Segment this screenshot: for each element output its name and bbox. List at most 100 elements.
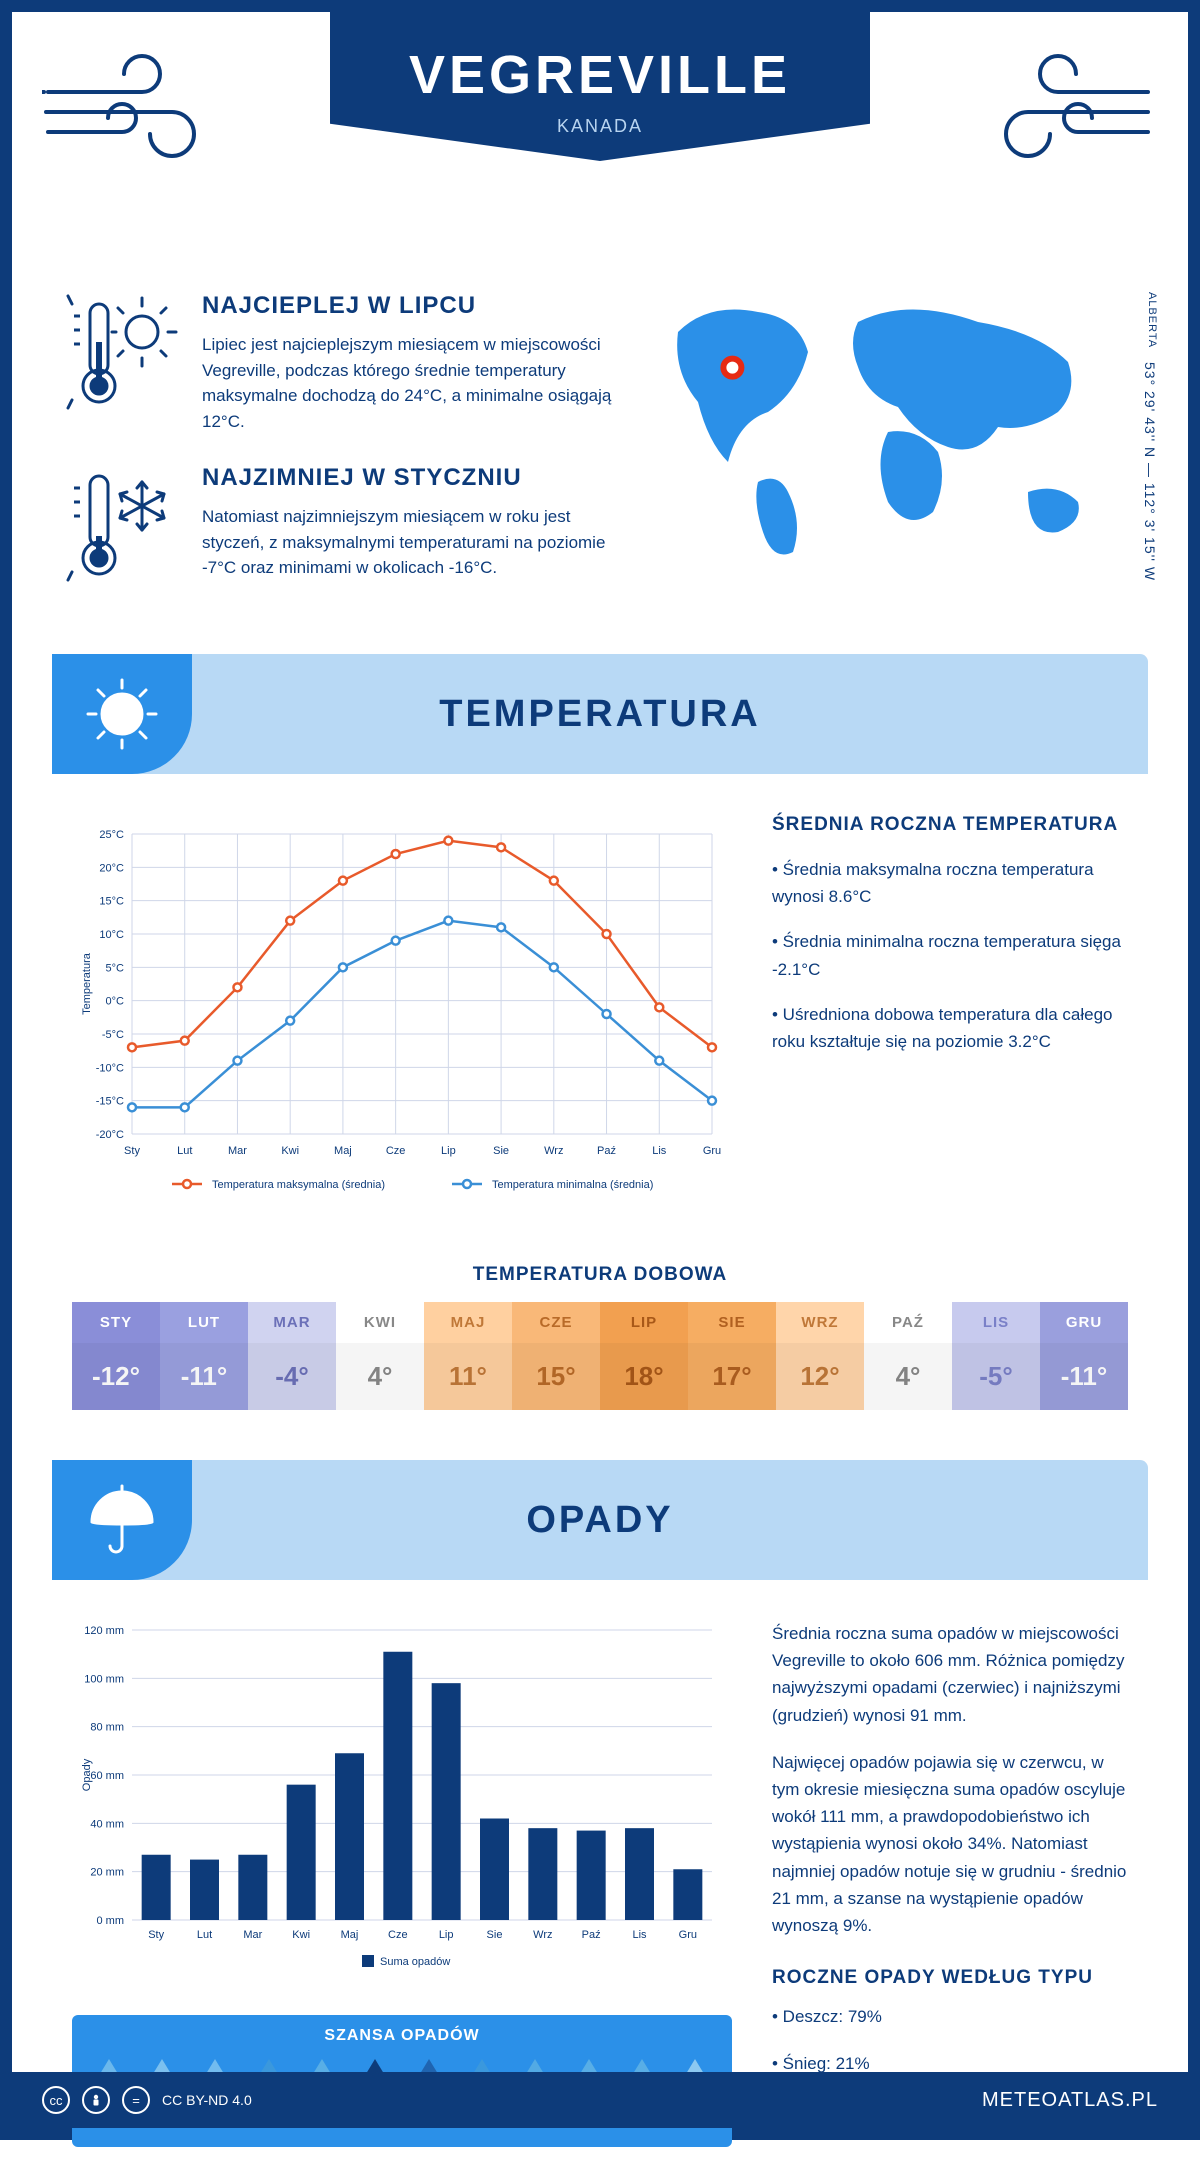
daily-temp-value: 4° <box>864 1343 952 1410</box>
annual-temp-bullet: • Średnia minimalna roczna temperatura s… <box>772 928 1128 982</box>
daily-month-label: MAR <box>248 1302 336 1343</box>
svg-text:100 mm: 100 mm <box>84 1673 124 1685</box>
wind-icon-left <box>42 52 222 172</box>
daily-month-label: GRU <box>1040 1302 1128 1343</box>
daily-temp-value: 15° <box>512 1343 600 1410</box>
svg-text:-10°C: -10°C <box>96 1062 124 1074</box>
facts-row: NAJCIEPLEJ W LIPCU Lipiec jest najcieple… <box>12 272 1188 654</box>
precip-bar-chart: 0 mm20 mm40 mm60 mm80 mm100 mm120 mmOpad… <box>72 1620 732 1980</box>
cc-icon: cc <box>42 2086 70 2114</box>
by-icon <box>82 2086 110 2114</box>
svg-text:Lip: Lip <box>441 1145 456 1157</box>
daily-month-label: SIE <box>688 1302 776 1343</box>
daily-temp-table: STY -12° LUT -11° MAR -4° KWI 4° MAJ 11°… <box>72 1302 1128 1410</box>
facts-column: NAJCIEPLEJ W LIPCU Lipiec jest najcieple… <box>62 292 658 614</box>
fact-warmest-title: NAJCIEPLEJ W LIPCU <box>202 292 618 320</box>
fact-coldest: NAJZIMNIEJ W STYCZNIU Natomiast najzimni… <box>62 464 618 584</box>
svg-text:-5°C: -5°C <box>102 1029 124 1041</box>
thermometer-cold-icon <box>62 464 182 584</box>
svg-text:-15°C: -15°C <box>96 1096 124 1108</box>
daily-temp-cell: GRU -11° <box>1040 1302 1128 1410</box>
annual-temp-title: ŚREDNIA ROCZNA TEMPERATURA <box>772 814 1128 836</box>
temperature-annual-text: ŚREDNIA ROCZNA TEMPERATURA • Średnia mak… <box>732 814 1128 1214</box>
svg-text:20°C: 20°C <box>99 862 124 874</box>
precip-para: Średnia roczna suma opadów w miejscowośc… <box>772 1620 1128 1729</box>
svg-text:Suma opadów: Suma opadów <box>380 1956 450 1968</box>
daily-temp-value: -12° <box>72 1343 160 1410</box>
precip-text-column: Średnia roczna suma opadów w miejscowośc… <box>732 1620 1128 2147</box>
svg-text:Wrz: Wrz <box>544 1145 563 1157</box>
chance-title: SZANSA OPADÓW <box>72 2027 732 2045</box>
daily-temp-cell: PAŹ 4° <box>864 1302 952 1410</box>
page-subtitle: KANADA <box>330 116 870 137</box>
temperature-section: -20°C -15°C -10°C -5°C 0°C 5°C 10°C 15°C 20°C 25°… <box>12 774 1188 1244</box>
svg-text:Maj: Maj <box>334 1145 352 1157</box>
map-marker <box>723 359 741 377</box>
annual-temp-bullet: • Uśredniona dobowa temperatura dla całe… <box>772 1001 1128 1055</box>
svg-text:Mar: Mar <box>228 1145 247 1157</box>
umbrella-icon <box>52 1460 192 1580</box>
svg-text:Cze: Cze <box>386 1145 406 1157</box>
daily-temp-cell: WRZ 12° <box>776 1302 864 1410</box>
footer: cc = CC BY-ND 4.0 METEOATLAS.PL <box>12 2072 1188 2128</box>
fact-warmest-text: Lipiec jest najcieplejszym miesiącem w m… <box>202 332 618 434</box>
fact-coldest-title: NAJZIMNIEJ W STYCZNIU <box>202 464 618 492</box>
site-label: METEOATLAS.PL <box>982 2089 1158 2112</box>
daily-month-label: PAŹ <box>864 1302 952 1343</box>
svg-text:10°C: 10°C <box>99 929 124 941</box>
svg-text:Sty: Sty <box>124 1145 140 1157</box>
daily-month-label: KWI <box>336 1302 424 1343</box>
svg-text:Gru: Gru <box>679 1929 697 1941</box>
svg-text:Lut: Lut <box>197 1929 212 1941</box>
thermometer-hot-icon <box>62 292 182 412</box>
precip-by-type-item: • Deszcz: 79% <box>772 2003 1128 2030</box>
daily-temp-value: -4° <box>248 1343 336 1410</box>
daily-temp-cell: MAR -4° <box>248 1302 336 1410</box>
svg-text:Kwi: Kwi <box>292 1929 310 1941</box>
coordinates-label: 53° 29' 43'' N — 112° 3' 15'' W <box>1142 362 1158 581</box>
daily-month-label: CZE <box>512 1302 600 1343</box>
daily-month-label: LIP <box>600 1302 688 1343</box>
svg-text:Gru: Gru <box>703 1145 721 1157</box>
fact-warmest: NAJCIEPLEJ W LIPCU Lipiec jest najcieple… <box>62 292 618 434</box>
temperature-title: TEMPERATURA <box>439 693 761 736</box>
svg-text:80 mm: 80 mm <box>90 1722 124 1734</box>
daily-temp-cell: LIS -5° <box>952 1302 1040 1410</box>
svg-text:Cze: Cze <box>388 1929 408 1941</box>
daily-month-label: LUT <box>160 1302 248 1343</box>
svg-text:Wrz: Wrz <box>533 1929 552 1941</box>
svg-text:Opady: Opady <box>81 1758 93 1791</box>
svg-text:0°C: 0°C <box>106 996 125 1008</box>
license-label: CC BY-ND 4.0 <box>162 2092 252 2108</box>
sun-icon <box>52 654 192 774</box>
svg-text:Sie: Sie <box>487 1929 503 1941</box>
region-label: ALBERTA <box>1146 292 1158 348</box>
daily-temp-value: 11° <box>424 1343 512 1410</box>
daily-month-label: WRZ <box>776 1302 864 1343</box>
svg-text:Sie: Sie <box>493 1145 509 1157</box>
daily-month-label: STY <box>72 1302 160 1343</box>
svg-text:Mar: Mar <box>243 1929 262 1941</box>
page-title: VEGREVILLE <box>330 44 870 106</box>
daily-temp-cell: CZE 15° <box>512 1302 600 1410</box>
svg-text:Lip: Lip <box>439 1929 454 1941</box>
precip-by-type-title: ROCZNE OPADY WEDŁUG TYPU <box>772 1967 1128 1989</box>
svg-text:5°C: 5°C <box>106 962 125 974</box>
daily-temp-title: TEMPERATURA DOBOWA <box>12 1264 1188 1286</box>
svg-text:40 mm: 40 mm <box>90 1818 124 1830</box>
daily-temp-value: 18° <box>600 1343 688 1410</box>
svg-text:-20°C: -20°C <box>96 1129 124 1141</box>
daily-temp-value: 17° <box>688 1343 776 1410</box>
temperature-line-chart: -20°C -15°C -10°C -5°C 0°C 5°C 10°C 15°C 20°C 25°… <box>72 814 732 1214</box>
page: VEGREVILLE KANADA <box>0 0 1200 2140</box>
svg-text:15°C: 15°C <box>99 896 124 908</box>
svg-text:Lis: Lis <box>652 1145 667 1157</box>
precip-para: Najwięcej opadów pojawia się w czerwcu, … <box>772 1749 1128 1939</box>
daily-month-label: LIS <box>952 1302 1040 1343</box>
svg-text:Temperatura minimalna (średnia: Temperatura minimalna (średnia) <box>492 1179 653 1191</box>
svg-text:25°C: 25°C <box>99 829 124 841</box>
annual-temp-bullet: • Średnia maksymalna roczna temperatura … <box>772 856 1128 910</box>
daily-month-label: MAJ <box>424 1302 512 1343</box>
daily-temp-value: -5° <box>952 1343 1040 1410</box>
daily-temp-cell: MAJ 11° <box>424 1302 512 1410</box>
